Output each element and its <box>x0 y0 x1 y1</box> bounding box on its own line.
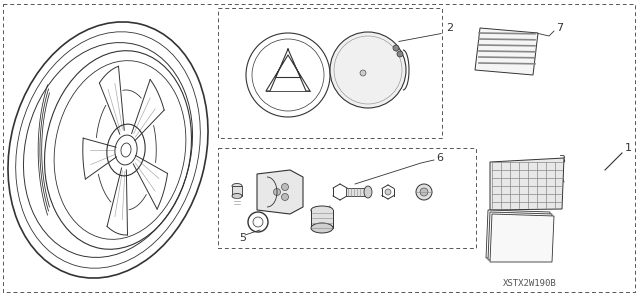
Polygon shape <box>475 28 538 75</box>
Text: 3: 3 <box>558 155 565 165</box>
Ellipse shape <box>232 194 242 199</box>
Ellipse shape <box>232 184 242 188</box>
Polygon shape <box>486 210 550 258</box>
Ellipse shape <box>255 219 261 225</box>
Circle shape <box>397 51 403 57</box>
Circle shape <box>273 188 280 196</box>
Circle shape <box>282 194 289 200</box>
Text: 4: 4 <box>322 221 329 231</box>
Circle shape <box>282 184 289 190</box>
Bar <box>311 210 333 228</box>
Ellipse shape <box>311 206 333 214</box>
Ellipse shape <box>253 217 263 227</box>
Ellipse shape <box>416 184 432 200</box>
Ellipse shape <box>364 186 372 198</box>
Polygon shape <box>488 212 552 260</box>
Ellipse shape <box>311 223 333 233</box>
Text: 7: 7 <box>556 23 563 33</box>
Text: 5: 5 <box>239 233 246 243</box>
Circle shape <box>330 32 406 108</box>
Text: XSTX2W190B: XSTX2W190B <box>503 280 557 289</box>
Bar <box>346 188 366 196</box>
Circle shape <box>385 189 391 195</box>
Text: 2: 2 <box>446 23 453 33</box>
Text: 6: 6 <box>436 153 443 163</box>
Polygon shape <box>490 158 564 210</box>
Polygon shape <box>490 214 554 262</box>
Circle shape <box>420 188 428 196</box>
Text: 1: 1 <box>625 143 632 153</box>
Polygon shape <box>257 170 303 214</box>
Circle shape <box>393 45 399 51</box>
Bar <box>232 186 242 196</box>
Circle shape <box>360 70 366 76</box>
